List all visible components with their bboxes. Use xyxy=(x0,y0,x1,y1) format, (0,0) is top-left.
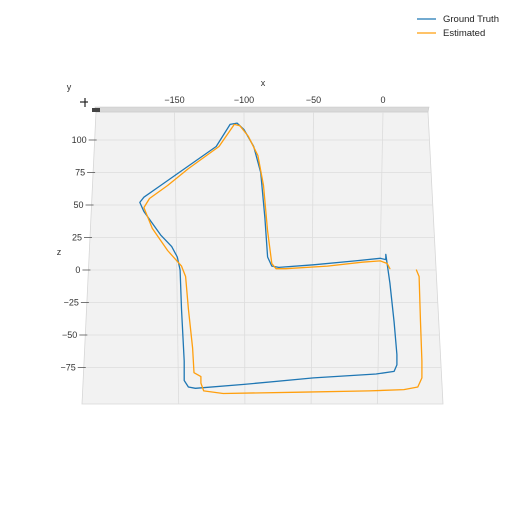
axes xyxy=(77,139,97,368)
z-tick-label: −75 xyxy=(60,363,75,373)
z-tick-label: 50 xyxy=(74,200,84,210)
z-tick-label: 100 xyxy=(72,135,87,145)
grid xyxy=(83,111,442,405)
legend: Ground Truth Estimated xyxy=(417,14,499,39)
z-tick-label: −25 xyxy=(64,298,79,308)
z-axis-label: z xyxy=(57,247,62,257)
legend-label-ground-truth: Ground Truth xyxy=(443,14,499,25)
y-axis-label: y xyxy=(67,82,72,92)
series-line-estimated xyxy=(143,123,423,395)
plot-pane xyxy=(81,111,444,405)
x-tick-label: −150 xyxy=(164,95,184,105)
z-tick-label: −50 xyxy=(62,330,77,340)
series-line-ground-truth xyxy=(139,122,398,389)
x-grid-line xyxy=(174,111,180,405)
x-tick-label: 0 xyxy=(380,95,385,105)
tick-labels: −150 −100 −50 0 100 75 50 25 0 −25 −50 −75 xyxy=(60,95,385,373)
x-axis-label: x xyxy=(261,78,266,88)
series-lines xyxy=(139,122,423,395)
legend-label-estimated: Estimated xyxy=(443,28,485,39)
z-tick-label: 75 xyxy=(75,168,85,178)
x-grid-line xyxy=(310,111,314,405)
x-tick-label: −50 xyxy=(306,95,321,105)
floor-pane xyxy=(94,106,430,113)
z-tick-label: 25 xyxy=(72,233,82,243)
z-tick-label: 0 xyxy=(75,265,80,275)
x-tick-label: −100 xyxy=(234,95,254,105)
x-grid-line xyxy=(243,111,246,405)
y-axis-mark xyxy=(80,98,100,112)
